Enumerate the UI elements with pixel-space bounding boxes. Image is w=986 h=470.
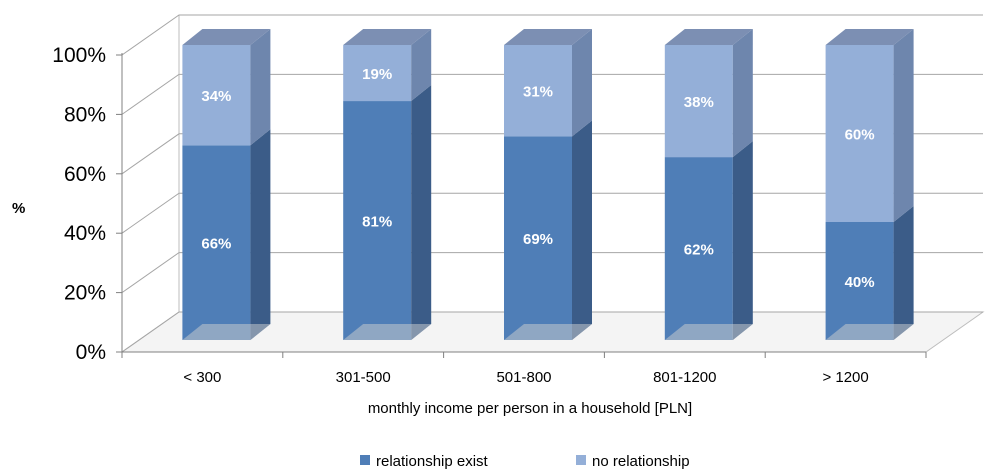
bar-1-side [250, 29, 271, 146]
bars [182, 29, 914, 340]
data-label: 66% [201, 236, 231, 253]
bar-1-side [732, 29, 753, 158]
labels: 0% 20% 40% 60% 80% 100% 66% 34% < 300 81% 19% 301-5… [52, 44, 874, 386]
data-label: 19% [362, 66, 392, 83]
y-tick-label: 80% [64, 103, 106, 126]
bar-shadow [664, 324, 753, 340]
bar-1-side [411, 29, 432, 102]
x-tick-label: 301-500 [336, 369, 391, 386]
bar-0-side [732, 141, 753, 340]
data-label: 60% [845, 127, 875, 144]
bar-0-front [664, 157, 733, 340]
bar-top [182, 29, 271, 45]
bar-0-side [572, 120, 592, 340]
data-label: 31% [523, 84, 553, 101]
legend-label: no relationship [592, 453, 690, 470]
data-label: 81% [362, 214, 392, 231]
x-tick-label: > 1200 [822, 369, 868, 386]
bar-shadow [182, 324, 271, 340]
legend: relationship exist no relationship [360, 453, 690, 470]
axes [116, 53, 927, 358]
bar-1-front [182, 45, 251, 146]
bar-1-side [893, 29, 914, 222]
bar-0-side [893, 206, 914, 340]
data-label: 34% [201, 88, 231, 105]
y-tick-label: 100% [52, 44, 106, 67]
x-tick-label: 801-1200 [653, 369, 716, 386]
bar-1-front [664, 45, 733, 158]
y-tick-label: 20% [64, 282, 106, 305]
y-axis-title: % [12, 200, 25, 217]
x-axis-title: monthly income per person in a household… [368, 400, 692, 417]
data-label: 69% [523, 231, 553, 248]
bar-0-front [343, 101, 412, 340]
gridline [121, 14, 983, 56]
bar-shadow [343, 324, 432, 340]
data-label: 38% [684, 94, 714, 111]
legend-swatch [360, 455, 370, 465]
data-label: 62% [684, 242, 714, 259]
bar-0-side [411, 85, 432, 340]
legend-label: relationship exist [376, 453, 489, 470]
bar-1-front [343, 45, 412, 102]
bar-top [664, 29, 753, 45]
x-tick-label: < 300 [183, 369, 221, 386]
legend-swatch [576, 455, 586, 465]
bar-1-front [504, 45, 572, 137]
bar-1-front [825, 45, 894, 222]
y-tick-label: 40% [64, 222, 106, 245]
x-tick-label: 501-800 [496, 369, 551, 386]
bar-shadow [825, 324, 914, 340]
data-label: 40% [845, 274, 875, 291]
y-tick-label: 60% [64, 163, 106, 186]
bar-0-front [825, 222, 894, 340]
y-tick-label: 0% [76, 341, 106, 364]
bar-0-front [182, 145, 251, 340]
bar-top [504, 29, 592, 45]
bar-0-front [504, 136, 572, 340]
bar-0-side [250, 129, 271, 340]
bar-shadow [504, 324, 592, 340]
bar-top [343, 29, 432, 45]
bar-1-side [572, 29, 592, 137]
bar-top [825, 29, 914, 45]
